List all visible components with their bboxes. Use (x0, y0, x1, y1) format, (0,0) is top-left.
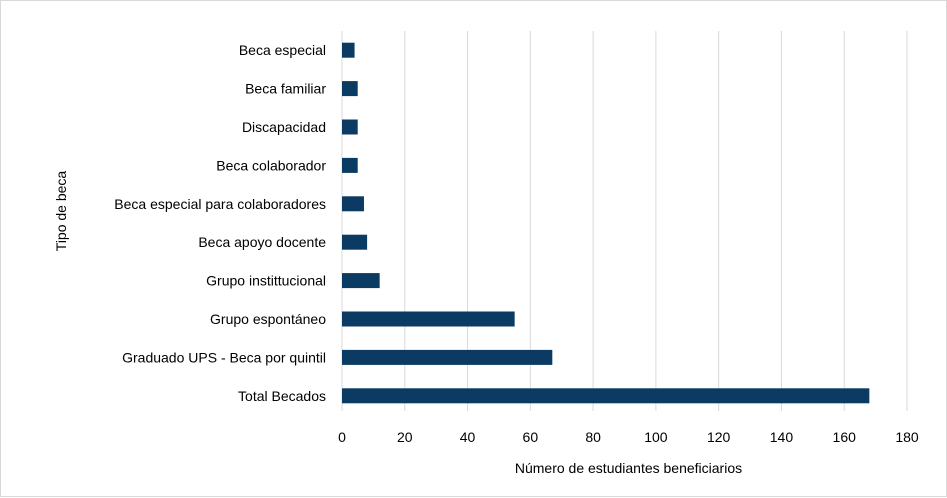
x-tick-label: 80 (585, 429, 601, 445)
bar (342, 42, 355, 58)
bar (342, 349, 553, 365)
x-tick-label: 60 (523, 429, 539, 445)
x-tick-label: 0 (338, 429, 346, 445)
category-label: Graduado UPS - Beca por quintil (122, 349, 326, 365)
grid-layer (341, 31, 908, 411)
category-label: Beca familiar (245, 81, 326, 97)
category-label: Beca especial (239, 42, 326, 58)
category-label: Beca especial para colaboradores (114, 196, 326, 212)
category-label: Grupo espontáneo (210, 311, 326, 327)
bar (342, 273, 380, 289)
bar (342, 234, 368, 250)
category-label: Total Becados (238, 388, 326, 404)
x-tick-label: 180 (895, 429, 919, 445)
category-label: Grupo instittucional (206, 273, 326, 289)
x-tick-label: 120 (707, 429, 731, 445)
x-tick-label: 140 (770, 429, 794, 445)
x-axis-title: Número de estudiantes beneficiarios (515, 460, 742, 476)
category-label: Beca apoyo docente (198, 234, 326, 250)
x-tick-labels: 0 20 40 60 80 100 120 140 160 180 (338, 429, 919, 445)
x-tick-label: 40 (460, 429, 476, 445)
x-tick-label: 160 (833, 429, 857, 445)
x-tick-label: 100 (644, 429, 668, 445)
category-labels: Beca especial Beca familiar Discapacidad Be… (114, 42, 326, 404)
bar-layer (342, 42, 870, 404)
bar (342, 81, 358, 97)
y-axis-title: Tipo de beca (53, 171, 69, 252)
x-tick-label: 20 (397, 429, 413, 445)
bar (342, 196, 364, 212)
bar (342, 119, 358, 135)
bar (342, 157, 358, 173)
category-label: Beca colaborador (216, 157, 326, 173)
bar (342, 388, 870, 404)
bar (342, 311, 515, 327)
category-label: Discapacidad (242, 119, 326, 135)
